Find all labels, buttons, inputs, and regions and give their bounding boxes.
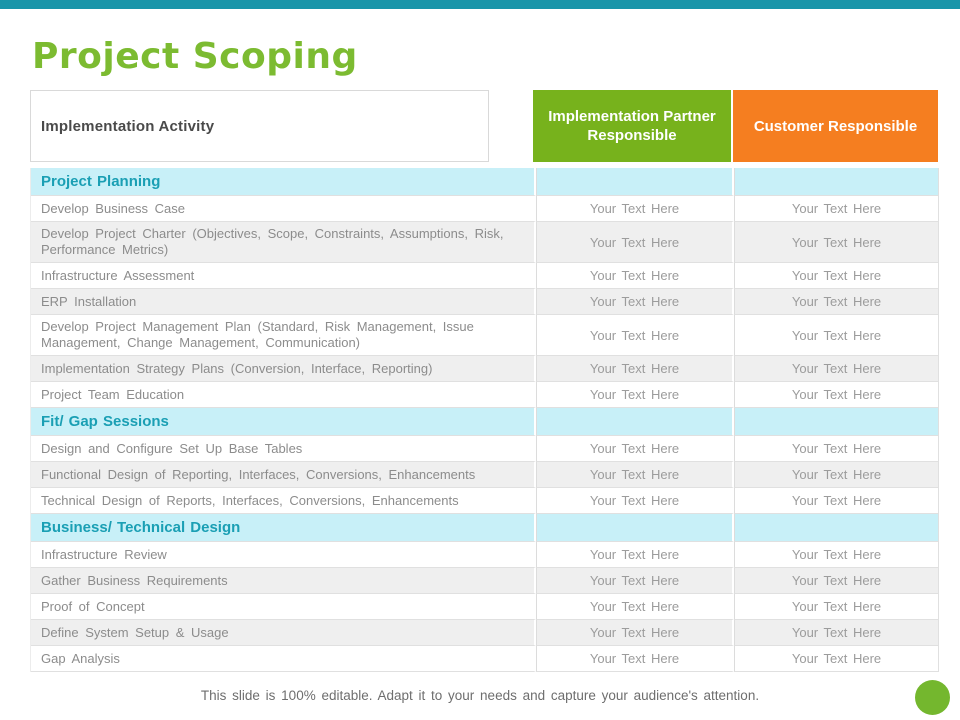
table-body-wrap: Project Planning Develop Business Case You… [30, 168, 939, 672]
activity-cell: Infrastructure Assessment [31, 263, 536, 289]
header-cell-activity: Implementation Activity [30, 90, 489, 162]
section-cell-empty [734, 514, 939, 542]
customer-placeholder-cell[interactable]: Your Text Here [734, 356, 939, 382]
table-row: Design and Configure Set Up Base Tables Y… [31, 436, 939, 462]
section-title: Project Planning [31, 168, 536, 196]
partner-placeholder-cell[interactable]: Your Text Here [536, 222, 734, 263]
header-spacer [489, 90, 533, 162]
section-row: Fit/ Gap Sessions [31, 408, 939, 436]
activity-cell: Technical Design of Reports, Interfaces,… [31, 488, 536, 514]
activity-cell: Develop Project Charter (Objectives, Sco… [31, 222, 536, 263]
customer-placeholder-cell[interactable]: Your Text Here [734, 568, 939, 594]
table-row: Technical Design of Reports, Interfaces,… [31, 488, 939, 514]
section-title: Fit/ Gap Sessions [31, 408, 536, 436]
activity-cell: Implementation Strategy Plans (Conversio… [31, 356, 536, 382]
activity-cell: Proof of Concept [31, 594, 536, 620]
partner-placeholder-cell[interactable]: Your Text Here [536, 356, 734, 382]
table-row: Infrastructure Assessment Your Text Here Y… [31, 263, 939, 289]
customer-placeholder-cell[interactable]: Your Text Here [734, 315, 939, 356]
activity-cell: ERP Installation [31, 289, 536, 315]
activity-cell: Gather Business Requirements [31, 568, 536, 594]
section-cell-empty [536, 408, 734, 436]
header-cell-customer: Customer Responsible [733, 90, 938, 162]
customer-placeholder-cell[interactable]: Your Text Here [734, 488, 939, 514]
activity-cell: Project Team Education [31, 382, 536, 408]
activity-cell: Define System Setup & Usage [31, 620, 536, 646]
header-cell-gap [731, 90, 733, 162]
customer-placeholder-cell[interactable]: Your Text Here [734, 382, 939, 408]
table-row: Define System Setup & Usage Your Text Her… [31, 620, 939, 646]
page-title: Project Scoping [32, 36, 358, 78]
footer-note: This slide is 100% editable. Adapt it to… [200, 688, 760, 703]
customer-placeholder-cell[interactable]: Your Text Here [734, 462, 939, 488]
customer-placeholder-cell[interactable]: Your Text Here [734, 436, 939, 462]
partner-placeholder-cell[interactable]: Your Text Here [536, 462, 734, 488]
scoping-table: Project Planning Develop Business Case You… [30, 168, 939, 672]
customer-placeholder-cell[interactable]: Your Text Here [734, 620, 939, 646]
customer-placeholder-cell[interactable]: Your Text Here [734, 542, 939, 568]
activity-cell: Functional Design of Reporting, Interfac… [31, 462, 536, 488]
activity-cell: Design and Configure Set Up Base Tables [31, 436, 536, 462]
partner-placeholder-cell[interactable]: Your Text Here [536, 436, 734, 462]
table-row: Develop Project Charter (Objectives, Sco… [31, 222, 939, 263]
section-cell-empty [734, 168, 939, 196]
partner-placeholder-cell[interactable]: Your Text Here [536, 542, 734, 568]
activity-cell: Develop Project Management Plan (Standar… [31, 315, 536, 356]
section-cell-empty [536, 514, 734, 542]
corner-circle-decoration [915, 680, 950, 715]
table-row: ERP Installation Your Text Here Your Text … [31, 289, 939, 315]
customer-placeholder-cell[interactable]: Your Text Here [734, 196, 939, 222]
partner-placeholder-cell[interactable]: Your Text Here [536, 488, 734, 514]
table-row: Infrastructure Review Your Text Here Your … [31, 542, 939, 568]
partner-placeholder-cell[interactable]: Your Text Here [536, 382, 734, 408]
top-accent-bar [0, 0, 960, 9]
table-header-row: Implementation Activity Implementation P… [30, 90, 938, 162]
table-row: Develop Business Case Your Text Here Your … [31, 196, 939, 222]
partner-placeholder-cell[interactable]: Your Text Here [536, 620, 734, 646]
partner-placeholder-cell[interactable]: Your Text Here [536, 568, 734, 594]
section-row: Business/ Technical Design [31, 514, 939, 542]
section-cell-empty [734, 408, 939, 436]
customer-placeholder-cell[interactable]: Your Text Here [734, 222, 939, 263]
customer-placeholder-cell[interactable]: Your Text Here [734, 263, 939, 289]
activity-cell: Infrastructure Review [31, 542, 536, 568]
activity-cell: Gap Analysis [31, 646, 536, 672]
section-title: Business/ Technical Design [31, 514, 536, 542]
partner-placeholder-cell[interactable]: Your Text Here [536, 289, 734, 315]
header-cell-partner: Implementation Partner Responsible [533, 90, 731, 162]
customer-placeholder-cell[interactable]: Your Text Here [734, 289, 939, 315]
table-body: Project Planning Develop Business Case You… [31, 168, 939, 672]
table-row: Develop Project Management Plan (Standar… [31, 315, 939, 356]
customer-placeholder-cell[interactable]: Your Text Here [734, 594, 939, 620]
customer-placeholder-cell[interactable]: Your Text Here [734, 646, 939, 672]
section-cell-empty [536, 168, 734, 196]
activity-cell: Develop Business Case [31, 196, 536, 222]
table-row: Implementation Strategy Plans (Conversio… [31, 356, 939, 382]
partner-placeholder-cell[interactable]: Your Text Here [536, 646, 734, 672]
table-row: Functional Design of Reporting, Interfac… [31, 462, 939, 488]
partner-placeholder-cell[interactable]: Your Text Here [536, 263, 734, 289]
table-row: Project Team Education Your Text Here Your… [31, 382, 939, 408]
section-row: Project Planning [31, 168, 939, 196]
table-row: Gather Business Requirements Your Text He… [31, 568, 939, 594]
table-row: Proof of Concept Your Text Here Your Text … [31, 594, 939, 620]
partner-placeholder-cell[interactable]: Your Text Here [536, 196, 734, 222]
table-row: Gap Analysis Your Text Here Your Text Here [31, 646, 939, 672]
partner-placeholder-cell[interactable]: Your Text Here [536, 594, 734, 620]
partner-placeholder-cell[interactable]: Your Text Here [536, 315, 734, 356]
